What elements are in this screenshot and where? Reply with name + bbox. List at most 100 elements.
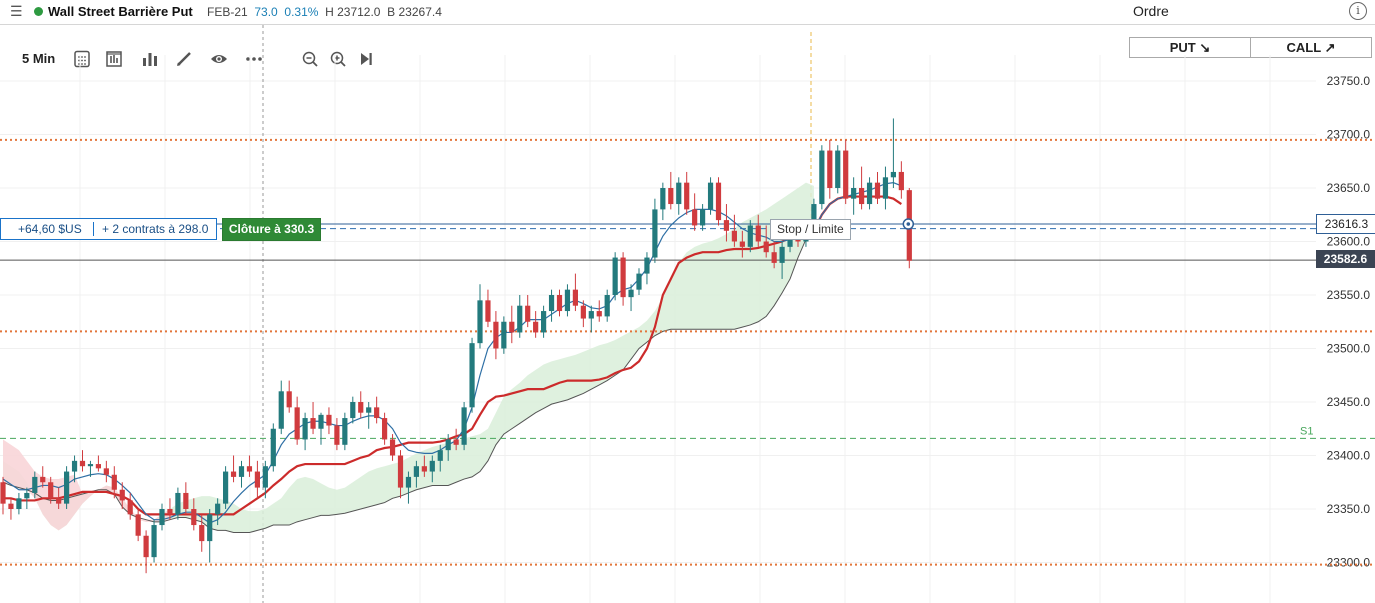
last-close-price-tag: 23582.6 xyxy=(1316,250,1375,268)
candle-body xyxy=(676,182,682,205)
kijun-sen-line xyxy=(3,195,902,516)
candle-body xyxy=(278,391,284,429)
candle-body xyxy=(874,182,881,199)
candle-body xyxy=(509,321,515,333)
candle-body xyxy=(469,343,475,408)
candle-body xyxy=(318,414,324,429)
candle-body xyxy=(32,476,38,493)
candle-body xyxy=(421,466,427,472)
call-button[interactable]: CALL ↗ xyxy=(1250,37,1372,58)
candle-body xyxy=(56,498,62,504)
candle-body xyxy=(223,471,229,504)
candle-body xyxy=(215,503,221,515)
info-icon[interactable]: i xyxy=(1349,2,1367,20)
candle-body xyxy=(525,305,531,322)
position-label[interactable]: +64,60 $US + 2 contrats à 298.0 xyxy=(0,218,217,240)
position-contracts: + 2 contrats à 298.0 xyxy=(102,222,209,236)
indicators-icon[interactable] xyxy=(141,50,159,68)
y-tick-label: 23750.0 xyxy=(1327,74,1371,88)
close-position-button[interactable]: Clôture à 330.3 xyxy=(222,218,321,241)
y-tick-label: 23300.0 xyxy=(1327,556,1371,570)
candle-body xyxy=(95,464,101,469)
candle-body xyxy=(413,466,419,477)
candle-body xyxy=(580,305,586,319)
candle-body xyxy=(779,246,785,263)
zoom-in-icon[interactable] xyxy=(329,50,347,68)
candle-body xyxy=(389,439,396,456)
interval-selector[interactable]: 5 Min xyxy=(22,51,56,66)
candle-body xyxy=(175,492,181,515)
candle-body xyxy=(763,241,769,253)
candle-body xyxy=(111,474,117,490)
candle-body xyxy=(612,257,618,295)
price-chart[interactable]: 23750.0 23700.0 23650.0 23600.0 23550.0 23500… xyxy=(0,25,1375,603)
position-pnl: +64,60 $US xyxy=(18,222,82,236)
candle-body xyxy=(71,460,78,472)
high-price: H 23712.0 xyxy=(325,5,381,19)
market-status-dot xyxy=(34,7,43,16)
candle-body xyxy=(739,241,745,247)
candle-body xyxy=(87,464,94,467)
candle-body xyxy=(382,418,388,440)
chart-toolbar: 5 Min xyxy=(0,40,500,76)
y-tick-label: 23450.0 xyxy=(1327,395,1371,409)
candle-body xyxy=(556,295,563,312)
change-percent: 0.31% xyxy=(284,5,319,19)
candle-body xyxy=(652,209,658,258)
candle-body xyxy=(350,402,356,419)
candle-body xyxy=(40,476,46,483)
instrument-quote: FEB-21 73.0 0.31% H 23712.0 B 23267.4 xyxy=(207,5,442,19)
order-panel-title: Ordre xyxy=(1133,3,1169,19)
eye-icon[interactable] xyxy=(210,50,228,68)
candle-body xyxy=(843,150,849,199)
candle-body xyxy=(358,402,364,413)
candle-body xyxy=(127,500,133,515)
candle-body xyxy=(898,171,904,191)
candle-body xyxy=(119,489,125,501)
stop-limit-button[interactable]: Stop / Limite xyxy=(770,219,851,240)
y-tick-label: 23700.0 xyxy=(1327,128,1371,142)
candle-body xyxy=(564,289,571,312)
candle-body xyxy=(254,471,260,488)
instrument-name[interactable]: Wall Street Barrière Put xyxy=(48,4,193,19)
candle-body xyxy=(270,428,276,467)
candle-body xyxy=(882,177,889,199)
level-label: S1 xyxy=(1300,425,1313,437)
y-tick-label: 23500.0 xyxy=(1327,342,1371,356)
more-icon[interactable] xyxy=(245,50,263,68)
candle-body xyxy=(493,321,499,349)
candle-body xyxy=(819,150,825,205)
candle-body xyxy=(16,498,22,509)
candle-body xyxy=(286,391,292,408)
y-tick-label: 23400.0 xyxy=(1327,449,1371,463)
candle-body xyxy=(755,225,761,242)
candle-body xyxy=(230,471,237,477)
candle-body xyxy=(461,407,467,445)
candle-body xyxy=(135,514,141,536)
candle-body xyxy=(700,209,706,226)
candle-body xyxy=(397,455,404,488)
draw-icon[interactable] xyxy=(175,50,193,68)
candle-body xyxy=(731,230,737,242)
candle-body xyxy=(835,150,841,188)
zoom-out-icon[interactable] xyxy=(301,50,319,68)
candle-body xyxy=(310,418,316,429)
candle-body xyxy=(588,311,594,319)
expiry: FEB-21 xyxy=(207,5,248,19)
candle-body xyxy=(684,182,690,210)
candle-body xyxy=(636,273,642,290)
chart-type-icon[interactable] xyxy=(105,50,123,68)
put-button[interactable]: PUT ↘ xyxy=(1129,37,1251,58)
candle-body xyxy=(707,182,714,210)
candle-body xyxy=(334,425,340,445)
bid-price: B 23267.4 xyxy=(387,5,442,19)
candle-body xyxy=(103,468,109,475)
candle-body xyxy=(342,418,348,445)
jump-to-end-icon[interactable] xyxy=(357,50,375,68)
candle-body xyxy=(151,525,157,558)
hamburger-icon[interactable]: ☰ xyxy=(10,3,23,19)
candle-body xyxy=(890,171,896,178)
calculator-icon[interactable] xyxy=(73,50,91,68)
y-tick-label: 23650.0 xyxy=(1327,181,1371,195)
candle-body xyxy=(294,407,300,440)
